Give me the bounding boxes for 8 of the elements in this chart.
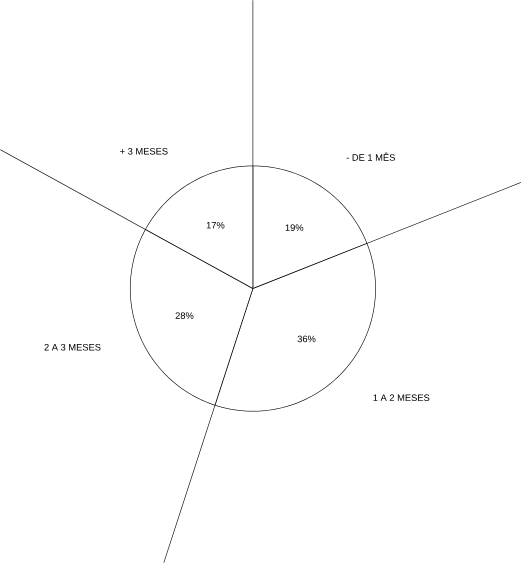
data-label: 36% bbox=[297, 336, 316, 342]
slice-label: - DE 1 MÊS bbox=[346, 152, 395, 161]
data-label: 17% bbox=[206, 222, 224, 228]
data-label: 19% bbox=[286, 224, 304, 231]
slice-label: 2 A 3 MESES bbox=[44, 344, 100, 351]
slice-label: + 3 MESES bbox=[120, 148, 168, 155]
slice-label: 1 A 2 MESES bbox=[373, 394, 430, 402]
data-label: 28% bbox=[176, 312, 194, 319]
